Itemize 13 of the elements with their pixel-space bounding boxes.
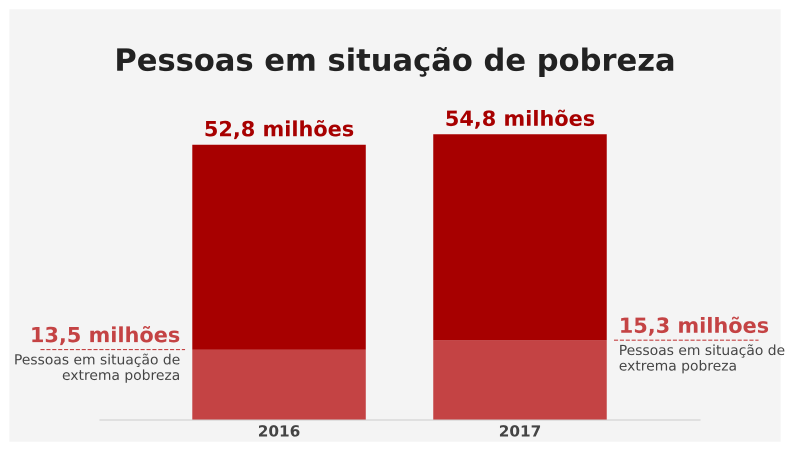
- total-label: 54,8 milhões: [446, 110, 594, 129]
- annotation: Pessoas em situação de extrema pobreza: [620, 344, 784, 374]
- chart-title: Pessoas em situação de pobreza: [117, 46, 674, 78]
- bar: [433, 340, 607, 420]
- total-label: 52,8 milhões: [205, 120, 354, 140]
- data-label: 15,3 milhões: [621, 316, 768, 336]
- bar: [192, 350, 366, 420]
- bar: [433, 134, 607, 340]
- annotation: Pessoas em situação de extrema pobreza: [15, 354, 180, 383]
- bar: [192, 144, 366, 350]
- data-label: 13,5 milhões: [32, 326, 180, 346]
- x-tick-label: 2017: [500, 425, 540, 437]
- x-tick-label: 2016: [258, 425, 300, 437]
